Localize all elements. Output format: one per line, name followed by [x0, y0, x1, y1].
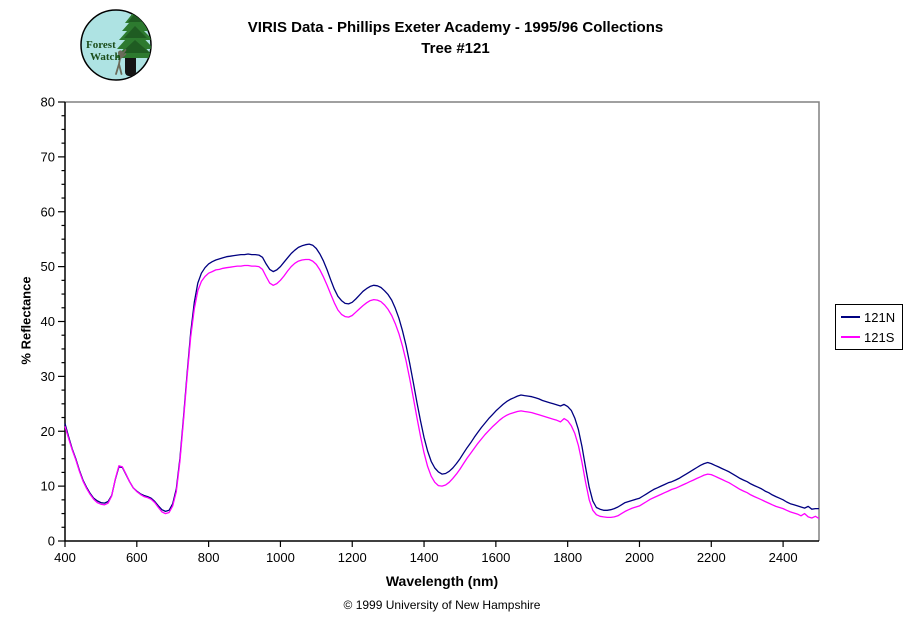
x-tick-label: 2400: [769, 550, 798, 565]
x-tick-label: 1600: [481, 550, 510, 565]
x-tick-label: 1000: [266, 550, 295, 565]
chart-title: VIRIS Data - Phillips Exeter Academy - 1…: [247, 19, 664, 36]
title-block: VIRIS Data - Phillips Exeter Academy - 1…: [0, 17, 911, 59]
x-tick-label: 2000: [625, 550, 654, 565]
y-tick-label: 80: [41, 95, 55, 110]
y-tick-label: 50: [41, 259, 55, 274]
y-tick-label: 70: [41, 149, 55, 164]
y-tick-label: 10: [41, 479, 55, 494]
y-tick-label: 0: [48, 534, 55, 549]
y-tick-label: 60: [41, 204, 55, 219]
y-tick-label: 30: [41, 369, 55, 384]
legend-item-121N: 121N: [841, 310, 902, 325]
legend-line-swatch-121N: [841, 316, 860, 318]
legend-label-121N: 121N: [864, 309, 896, 325]
forest-watch-logo: Forest Watch: [80, 9, 152, 81]
chart-subtitle: Tree #121: [421, 40, 490, 57]
plot-border: [65, 101, 820, 541]
series-line-121S: [64, 258, 820, 520]
logo-text-line1: Forest: [86, 39, 116, 51]
x-tick-label: 400: [54, 550, 76, 565]
legend-line-swatch-121S: [841, 336, 860, 338]
x-tick-label: 1400: [410, 550, 439, 565]
y-tick-label: 20: [41, 424, 55, 439]
x-tick-label: 2200: [697, 550, 726, 565]
copyright-text: © 1999 University of New Hampshire: [343, 598, 541, 612]
legend-label-121S: 121S: [864, 329, 895, 345]
logo-text-line2: Watch: [90, 51, 121, 63]
x-axis-title: Wavelength (nm): [385, 573, 499, 589]
x-tick-label: 800: [198, 550, 220, 565]
x-tick-label: 1800: [553, 550, 582, 565]
legend-box: 121N 121S: [835, 304, 903, 350]
legend-item-121S: 121S: [841, 330, 902, 345]
y-tick-label: 40: [41, 314, 55, 329]
x-tick-label: 1200: [338, 550, 367, 565]
x-tick-label: 600: [126, 550, 148, 565]
